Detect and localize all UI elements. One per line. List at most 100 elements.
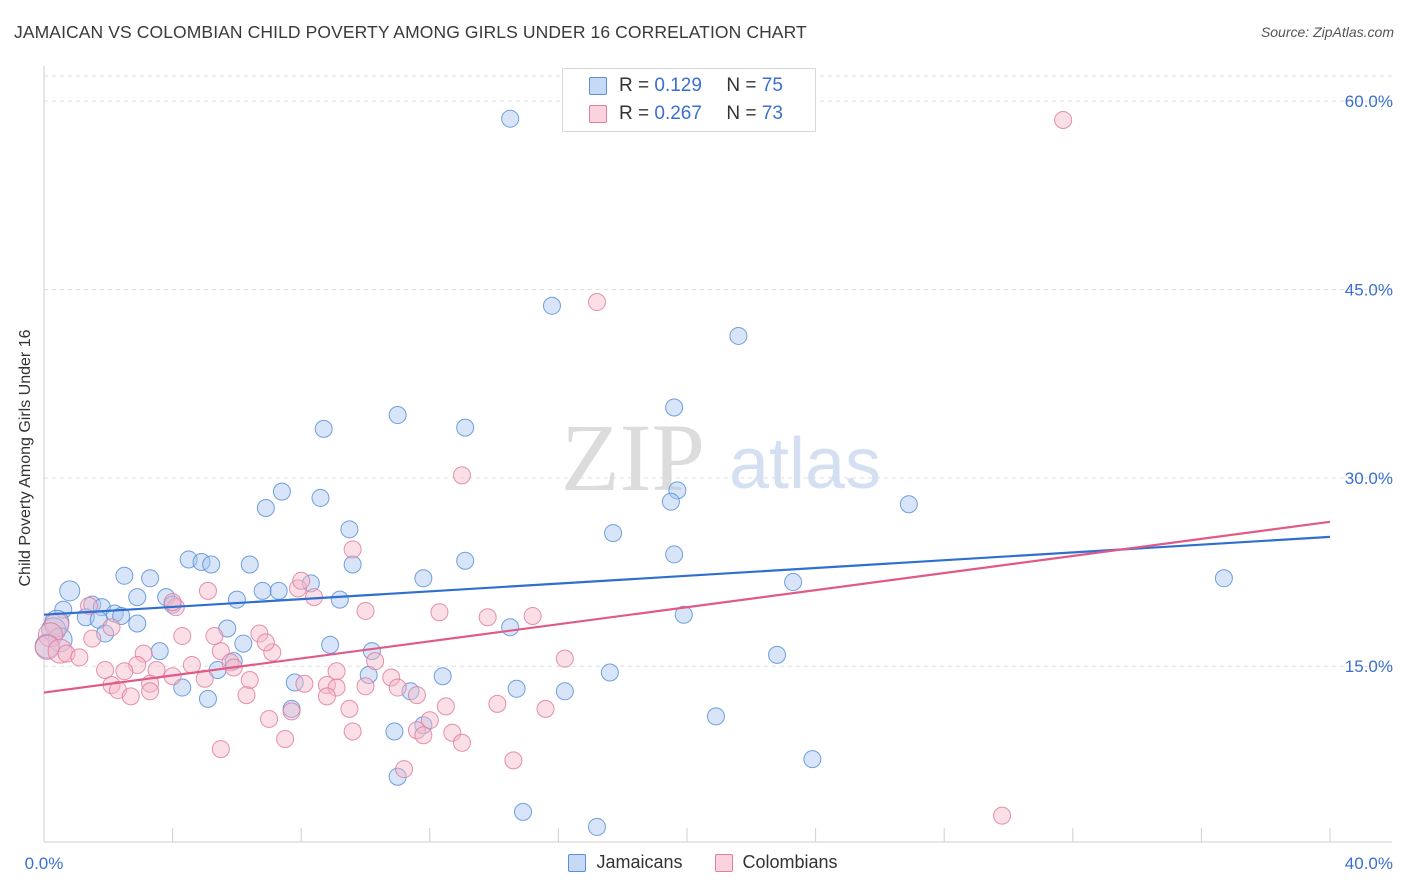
jamaican-point: [321, 635, 340, 654]
jamaican-point: [501, 618, 520, 637]
colombian-point: [256, 633, 275, 652]
jamaican-point: [899, 495, 918, 514]
jamaican-point: [256, 498, 275, 517]
jamaican-point: [388, 767, 407, 786]
jamaican-point: [729, 326, 748, 345]
jamaican-point: [501, 109, 520, 128]
jamaican-point: [198, 689, 217, 708]
colombian-point: [37, 622, 63, 648]
legend-r-value: 0.267: [654, 103, 702, 124]
colombian-point: [211, 740, 230, 759]
legend-row-jamaicans: R = 0.129 N = 75: [589, 74, 783, 98]
colombian-point: [555, 649, 574, 668]
colombian-point: [80, 596, 99, 615]
legend-n-label: N =: [726, 75, 757, 96]
colombian-point: [237, 686, 256, 705]
chart-title: JAMAICAN VS COLOMBIAN CHILD POVERTY AMON…: [14, 22, 807, 42]
jamaican-point: [128, 588, 147, 607]
colombian-point: [295, 674, 314, 693]
colombian-point: [395, 760, 414, 779]
jamaican-point: [456, 418, 475, 437]
jamaican-point: [768, 645, 787, 664]
colombian-point: [366, 652, 385, 671]
legend-swatch-jamaicans: [589, 77, 607, 95]
jamaican-point: [269, 581, 288, 600]
jamaican-point: [311, 488, 330, 507]
legend-swatch-colombians: [589, 105, 607, 123]
colombian-point: [250, 624, 269, 643]
colombian-point: [504, 751, 523, 770]
legend-item-jamaicans: Jamaicans: [568, 852, 683, 873]
series-legend: Jamaicans Colombians: [0, 852, 1406, 873]
colombian-point: [523, 606, 542, 625]
jamaican-point: [330, 590, 349, 609]
jamaican-point: [115, 566, 134, 585]
jamaican-point: [414, 569, 433, 588]
colombian-point: [420, 711, 439, 730]
trend-lines: [43, 520, 1331, 694]
colombian-point: [1054, 110, 1073, 129]
jamaican-point: [600, 663, 619, 682]
colombian-point: [121, 687, 140, 706]
legend-item-colombians: Colombians: [714, 852, 838, 873]
colombian-point: [102, 618, 121, 637]
legend-r-label: R =: [619, 103, 650, 124]
colombian-point: [443, 723, 462, 742]
colombian-point: [452, 733, 471, 752]
colombian-point: [488, 694, 507, 713]
data-points: [34, 109, 1233, 836]
colombian-point: [343, 722, 362, 741]
jamaican-point: [388, 406, 407, 425]
watermark-zip: ZIP: [561, 404, 705, 511]
colombian-point: [536, 699, 555, 718]
jamaican-point: [674, 605, 693, 624]
jamaican-point: [514, 802, 533, 821]
source-note: Source: ZipAtlas.com: [1260, 24, 1394, 40]
jamaican-point: [1214, 569, 1233, 588]
legend-r-label: R =: [619, 75, 650, 96]
colombian-point: [436, 697, 455, 716]
jamaican-point: [385, 722, 404, 741]
colombian-point: [327, 662, 346, 681]
jamaican-point: [285, 673, 304, 692]
colombian-point: [198, 581, 217, 600]
jamaican-point: [604, 524, 623, 543]
legend-swatch-colombians: [714, 853, 733, 872]
colombian-point: [356, 601, 375, 620]
jamaican-point: [234, 634, 253, 653]
y-tick-label: 60.0%: [1345, 92, 1393, 111]
legend-row-colombians: R = 0.267 N = 73: [589, 102, 783, 126]
legend-label-jamaicans: Jamaicans: [596, 852, 683, 872]
legend-n-value: 75: [761, 75, 783, 96]
jamaican-point: [202, 555, 221, 574]
colombian-point: [317, 687, 336, 706]
legend-label-colombians: Colombians: [742, 852, 838, 872]
colombian-point: [382, 668, 401, 687]
jamaican-point: [128, 614, 147, 633]
x-tick-label: 40.0%: [1345, 854, 1393, 873]
legend-n-label: N =: [726, 103, 757, 124]
colombian-point: [430, 603, 449, 622]
colombian-point: [292, 571, 311, 590]
colombian-point: [70, 648, 89, 667]
jamaican-point: [456, 551, 475, 570]
colombian-point: [478, 608, 497, 627]
watermark: ZIP atlas: [561, 404, 881, 511]
jamaican-point: [507, 679, 526, 698]
colombian-point: [452, 466, 471, 485]
colombian-point: [263, 643, 282, 662]
colombian-point: [115, 662, 134, 681]
jamaican-point: [272, 482, 291, 501]
colombian-trend-line: [43, 520, 1331, 694]
jamaican-point: [555, 682, 574, 701]
colombian-point: [993, 806, 1012, 825]
jamaican-point: [784, 573, 803, 592]
jamaican-point: [343, 555, 362, 574]
jamaican-point: [59, 580, 81, 602]
colombian-point: [343, 540, 362, 559]
colombian-point: [407, 686, 426, 705]
colombian-point: [83, 629, 102, 648]
jamaican-point: [542, 296, 561, 315]
axes: [43, 66, 1392, 843]
colombian-point: [240, 671, 259, 690]
